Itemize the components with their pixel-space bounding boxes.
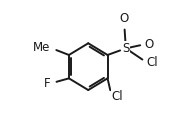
Text: S: S	[122, 42, 130, 55]
Text: Cl: Cl	[112, 90, 123, 103]
Text: O: O	[145, 38, 154, 51]
Text: O: O	[120, 12, 129, 25]
Text: Me: Me	[33, 41, 51, 54]
Text: F: F	[44, 77, 51, 90]
Text: Cl: Cl	[146, 56, 158, 69]
